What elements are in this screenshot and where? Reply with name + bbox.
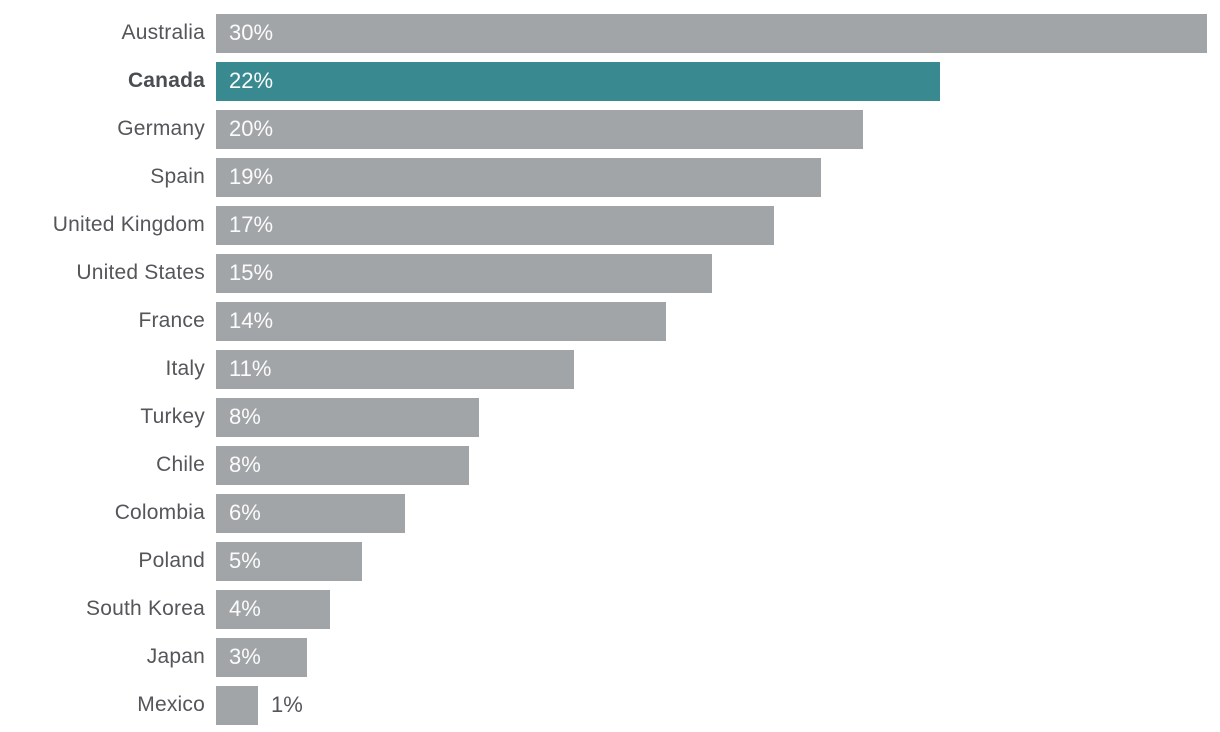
category-label: Poland	[138, 549, 205, 572]
bar: 3%	[216, 637, 307, 677]
bar-row: Spain 19%	[0, 153, 1220, 201]
category-label: Italy	[165, 357, 205, 380]
value-label: 20%	[229, 116, 274, 141]
category-label: Japan	[146, 645, 205, 668]
bar-row: United States 15%	[0, 249, 1220, 297]
value-label: 22%	[229, 68, 274, 93]
bar: 19%	[216, 157, 821, 197]
bar-row: South Korea 4%	[0, 585, 1220, 633]
bar: 5%	[216, 541, 362, 581]
bar-row: Australia 30%	[0, 9, 1220, 57]
bar: 4%	[216, 589, 330, 629]
bar-row: Canada 22%	[0, 57, 1220, 105]
bar: 30%	[216, 13, 1207, 53]
category-label: Australia	[121, 21, 205, 44]
bar: 15%	[216, 253, 712, 293]
value-label: 1%	[271, 692, 303, 717]
bar: 20%	[216, 109, 863, 149]
bar	[216, 685, 258, 725]
value-label: 11%	[229, 356, 272, 381]
bar: 8%	[216, 445, 469, 485]
category-label: Turkey	[140, 405, 205, 428]
value-label: 8%	[229, 452, 261, 477]
bar-row: United Kingdom 17%	[0, 201, 1220, 249]
value-label: 15%	[229, 260, 274, 285]
category-label: Colombia	[114, 501, 205, 524]
category-label: Chile	[156, 453, 205, 476]
value-label: 19%	[229, 164, 274, 189]
bar: 6%	[216, 493, 405, 533]
bar-highlighted: 22%	[216, 61, 940, 101]
bar-row: Turkey 8%	[0, 393, 1220, 441]
category-label: Mexico	[137, 693, 205, 716]
category-label: Germany	[117, 117, 205, 140]
value-label: 17%	[229, 212, 274, 237]
bar-row: Mexico 1%	[0, 681, 1220, 729]
category-label: South Korea	[86, 597, 205, 620]
category-label: France	[138, 309, 205, 332]
bar: 14%	[216, 301, 666, 341]
category-label: Spain	[150, 165, 205, 188]
value-label: 3%	[229, 644, 261, 669]
bar-row: Germany 20%	[0, 105, 1220, 153]
bar-row: France 14%	[0, 297, 1220, 345]
category-label: Canada	[127, 69, 205, 92]
bar: 11%	[216, 349, 574, 389]
value-label: 6%	[229, 500, 261, 525]
value-label: 30%	[229, 20, 274, 45]
category-label: United States	[76, 261, 205, 284]
value-label: 4%	[229, 596, 261, 621]
bar-row: Poland 5%	[0, 537, 1220, 585]
value-label: 14%	[229, 308, 274, 333]
bar: 17%	[216, 205, 774, 245]
bar-row: Colombia 6%	[0, 489, 1220, 537]
bar: 8%	[216, 397, 479, 437]
bar-row: Japan 3%	[0, 633, 1220, 681]
value-label: 5%	[229, 548, 261, 573]
bar-row: Italy 11%	[0, 345, 1220, 393]
value-label: 8%	[229, 404, 261, 429]
category-label: United Kingdom	[52, 213, 205, 236]
bar-row: Chile 8%	[0, 441, 1220, 489]
